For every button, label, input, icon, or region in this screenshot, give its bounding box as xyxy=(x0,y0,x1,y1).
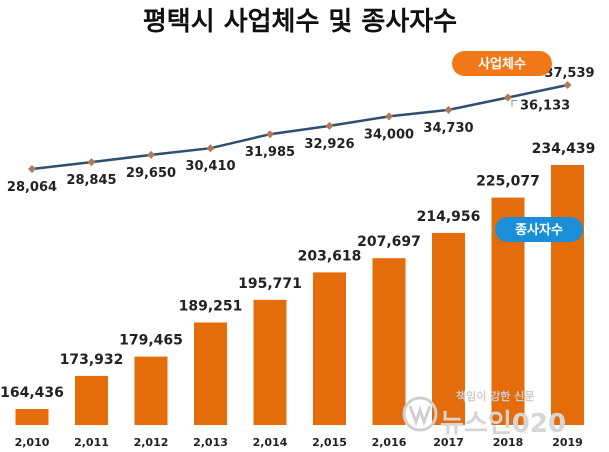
line-point-marker xyxy=(28,165,36,173)
bar-data-label: 164,436 xyxy=(0,385,64,401)
line-point-marker xyxy=(563,81,572,89)
line-data-label: 30,410 xyxy=(185,159,235,174)
line-point-marker xyxy=(147,150,155,159)
bar-data-label: 179,465 xyxy=(119,333,183,349)
bar xyxy=(15,409,49,425)
x-tick-label: 2,014 xyxy=(253,436,288,449)
line-data-label: 31,985 xyxy=(245,145,295,160)
line-labels: 28,064 28,845 29,650 30,410 31,985 32,926 34,0… xyxy=(7,66,595,195)
line-data-label: 37,539 xyxy=(544,66,594,81)
watermark-tagline: 책임이 강한 신문 xyxy=(456,389,535,403)
line-series xyxy=(28,81,572,173)
x-tick-label: 2,015 xyxy=(312,436,347,449)
bar xyxy=(432,232,465,425)
bar xyxy=(75,375,108,425)
line-data-label: 29,650 xyxy=(126,166,176,181)
watermark-logo-icon xyxy=(402,396,438,432)
line-point-marker xyxy=(266,130,274,139)
label-leader-line xyxy=(511,100,517,107)
line-data-label: 34,730 xyxy=(423,121,473,136)
line-data-label: 32,926 xyxy=(304,137,354,152)
bar xyxy=(551,165,584,425)
bar-series xyxy=(15,165,584,425)
line-point-marker xyxy=(87,158,96,167)
legend-business-count-label: 사업체수 xyxy=(478,56,526,72)
bar-data-label: 234,439 xyxy=(532,141,596,157)
line-data-label: 34,000 xyxy=(364,127,414,142)
line-point-marker xyxy=(385,112,393,121)
legend-employee-count-label: 종사자수 xyxy=(515,222,563,238)
bar xyxy=(134,356,168,425)
x-tick-label: 2,010 xyxy=(15,436,50,449)
legend-business-count: 사업체수 xyxy=(452,51,552,76)
x-axis-ticks: 2,010 2,011 2,012 2,013 2,014 2,015 2,016 2017 2… xyxy=(15,436,583,449)
x-tick-label: 2018 xyxy=(493,436,524,449)
x-tick-label: 2017 xyxy=(433,436,464,449)
bar-data-label: 173,932 xyxy=(60,352,124,368)
watermark: 책임이 강한 신문 뉴스인020 xyxy=(402,389,566,439)
bar-data-label: 195,771 xyxy=(238,276,302,292)
line-point-marker xyxy=(206,144,215,153)
bar-data-label: 214,956 xyxy=(417,209,481,225)
line-point-marker xyxy=(325,121,334,130)
bar xyxy=(253,299,287,425)
line-point-marker xyxy=(444,105,453,114)
bar-data-label: 225,077 xyxy=(476,174,540,190)
legend-employee-count-pill xyxy=(495,217,583,242)
x-tick-label: 2,012 xyxy=(134,436,169,449)
bar-data-label: 203,618 xyxy=(298,248,362,264)
chart-title: 평택시 사업체수 및 종사자수 xyxy=(143,7,457,37)
legend-employee-count: 종사자수 xyxy=(495,217,583,242)
business-count-line xyxy=(31,83,568,171)
watermark-brand: 뉴스인020 xyxy=(440,409,566,439)
x-tick-label: 2,013 xyxy=(193,436,228,449)
bar xyxy=(194,322,227,425)
line-data-label: 28,845 xyxy=(66,173,116,188)
line-data-label: 36,133 xyxy=(520,99,570,114)
bar xyxy=(372,258,406,425)
bar-labels: 164,436 173,932 179,465 189,251 195,771 203,6… xyxy=(0,141,595,401)
legend-business-count-pill xyxy=(452,51,552,76)
line-data-label: 28,064 xyxy=(7,180,57,195)
x-tick-label: 2019 xyxy=(552,436,583,449)
bar xyxy=(313,272,346,425)
line-point-marker xyxy=(504,93,512,102)
x-tick-label: 2,016 xyxy=(372,436,407,449)
bar-data-label: 207,697 xyxy=(357,234,421,250)
bar-data-label: 189,251 xyxy=(179,299,243,315)
x-tick-label: 2,011 xyxy=(74,436,109,449)
